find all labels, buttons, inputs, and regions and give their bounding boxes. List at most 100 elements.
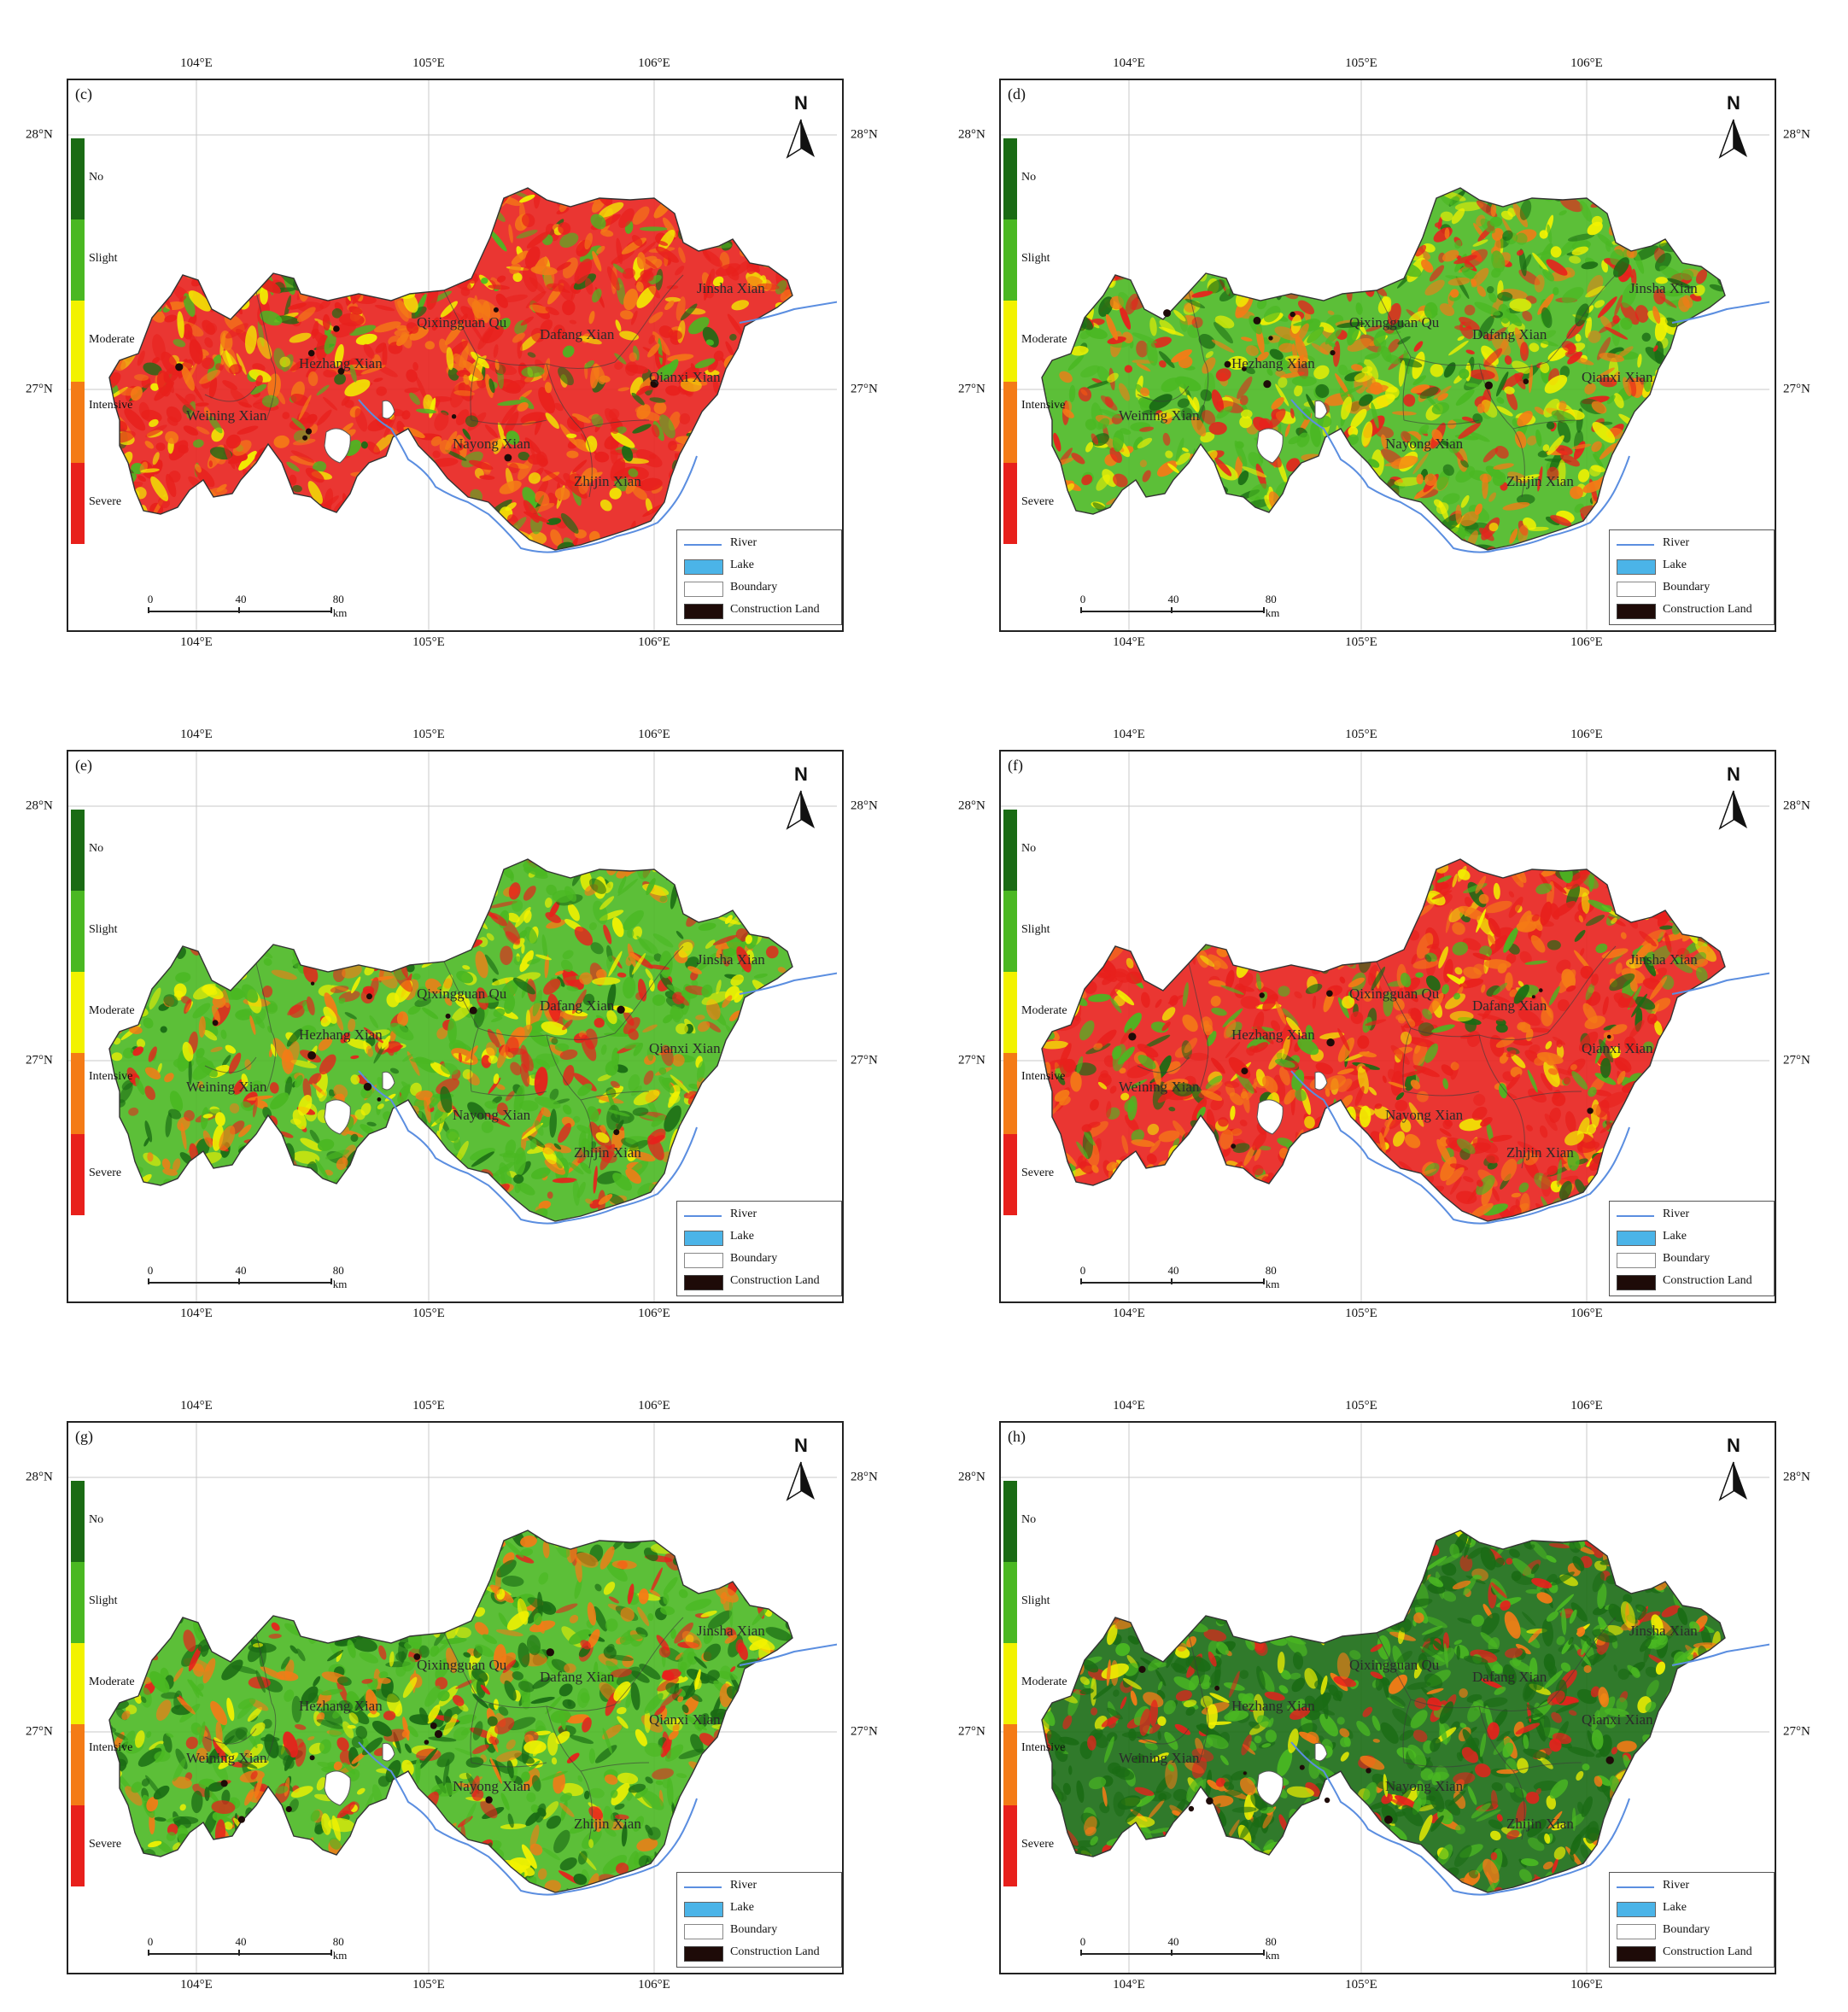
longitude-tick-label: 106°E (1570, 1399, 1603, 1412)
construction-land-patch (307, 1051, 316, 1060)
latitude-tick-label: 27°N (1783, 1724, 1810, 1739)
map-canvas (999, 1421, 1769, 1974)
construction-land-patch (1330, 350, 1336, 356)
scale-bar-label: 0 (147, 1935, 154, 1948)
non-study-gap (324, 1770, 351, 1806)
map-canvas (67, 79, 837, 632)
legend-construction-land-label: Construction Land (1663, 1945, 1752, 1958)
latitude-tick-label: 28°N (1783, 127, 1810, 142)
non-study-gap (1314, 1071, 1328, 1091)
legend-river-label: River (1663, 1208, 1690, 1220)
north-arrow-icon: N (1716, 763, 1751, 840)
construction-land-patch (1241, 1067, 1249, 1075)
latitude-tick-label: 28°N (958, 1470, 985, 1484)
legend-boundary-symbol (684, 1253, 723, 1268)
legend-construction-land-symbol (1617, 604, 1656, 619)
construction-land-patch (220, 1780, 228, 1787)
panel-label: (c) (75, 85, 92, 102)
legend-construction-land: Construction Land (677, 602, 841, 619)
county-label: Hezhang Xian (299, 355, 383, 371)
construction-land-patch (469, 1006, 477, 1015)
construction-land-patch (430, 1722, 437, 1729)
category-swatch-moderate (1003, 1643, 1017, 1724)
non-study-gap (1314, 1742, 1328, 1762)
category-swatch-no (71, 810, 85, 891)
map-canvas (999, 750, 1769, 1303)
legend-river-label: River (730, 536, 757, 549)
legend-lake: Lake (677, 558, 841, 575)
legend-river: River (1610, 1207, 1774, 1224)
map-border (999, 1421, 1776, 1974)
construction-land-patch (366, 993, 372, 1000)
legend-river-symbol (1617, 1880, 1654, 1888)
category-swatch-severe (71, 463, 85, 544)
county-label: Jinsha Xian (697, 280, 765, 296)
construction-land-patch (1539, 988, 1543, 992)
map-panel: 104°E 104°E 105°E 105°E 106°E 106°E 28°N 28°N 27… (0, 690, 878, 1339)
category-swatch-severe (1003, 1134, 1017, 1215)
category-swatch-intensive (1003, 1724, 1017, 1805)
category-label-no: No (1021, 171, 1037, 184)
latitude-tick-label: 27°N (26, 1724, 53, 1739)
map-border (67, 79, 844, 632)
construction-land-patch (1384, 1815, 1393, 1824)
construction-land-patch (237, 1816, 245, 1823)
county-label: Jinsha Xian (697, 1623, 765, 1639)
map-canvas (67, 750, 837, 1303)
construction-land-patch (1606, 1034, 1611, 1039)
map-legend: River Lake Boundary Construction Land (1609, 529, 1775, 625)
construction-land-patch (424, 1740, 430, 1745)
construction-land-patch (504, 453, 512, 462)
scale-bar-label: 0 (147, 593, 154, 605)
construction-land-patch (617, 1005, 625, 1014)
scale-bar: 0 40 80 km (85, 1935, 348, 1969)
county-label: Nayong Xian (453, 1778, 531, 1794)
longitude-tick-label: 104°E (180, 1399, 213, 1412)
scale-bar-label: 80 km (332, 593, 348, 619)
legend-boundary-label: Boundary (1663, 1252, 1711, 1265)
category-swatch-slight (71, 1562, 85, 1643)
map-legend: River Lake Boundary Construction Land (676, 1872, 842, 1968)
scale-bar-label: 80 km (332, 1935, 348, 1962)
legend-river-label: River (730, 1879, 757, 1892)
construction-land-patch (1523, 378, 1529, 385)
north-arrow-icon: N (784, 763, 818, 840)
legend-construction-land-label: Construction Land (730, 603, 820, 616)
construction-land-patch (363, 1082, 372, 1091)
latitude-tick-label: 27°N (26, 1053, 53, 1067)
construction-land-patch (613, 1129, 620, 1136)
study-area-outline (1041, 1529, 1726, 1893)
county-label: Hezhang Xian (299, 1698, 383, 1714)
category-swatch-moderate (71, 1643, 85, 1724)
construction-land-patch (1224, 360, 1231, 368)
legend-river-symbol (1617, 1208, 1654, 1217)
construction-land-patch (1214, 1685, 1219, 1691)
latitude-tick-label: 27°N (26, 382, 53, 396)
longitude-tick-label: 104°E (180, 728, 213, 741)
category-label-moderate: Moderate (89, 1676, 135, 1688)
river-line (358, 301, 837, 553)
county-label: Qixingguan Qu (417, 986, 507, 1002)
legend-boundary-symbol (684, 582, 723, 597)
construction-land-patch (650, 379, 659, 389)
latitude-tick-label: 28°N (1783, 1470, 1810, 1484)
category-label-no: No (89, 171, 104, 184)
non-study-gap (1256, 1770, 1284, 1806)
category-label-moderate: Moderate (89, 333, 135, 346)
legend-lake-symbol (684, 1902, 723, 1917)
construction-land-patch (307, 349, 315, 357)
category-swatch-slight (1003, 219, 1017, 301)
category-swatch-slight (71, 219, 85, 301)
longitude-tick-label: 104°E (1113, 1307, 1145, 1320)
longitude-tick-label: 104°E (1113, 728, 1145, 741)
latitude-tick-label: 27°N (1783, 382, 1810, 396)
county-label: Nayong Xian (1385, 436, 1464, 452)
county-label: Dafang Xian (540, 997, 615, 1014)
scale-bar-label: 40 (1167, 1264, 1179, 1277)
category-label-severe: Severe (89, 495, 122, 508)
longitude-tick-label: 105°E (1345, 1978, 1377, 1992)
latitude-tick-label: 27°N (1783, 1053, 1810, 1067)
map-border (67, 1421, 844, 1974)
construction-land-patch (1290, 311, 1295, 318)
non-study-gap (382, 400, 395, 419)
